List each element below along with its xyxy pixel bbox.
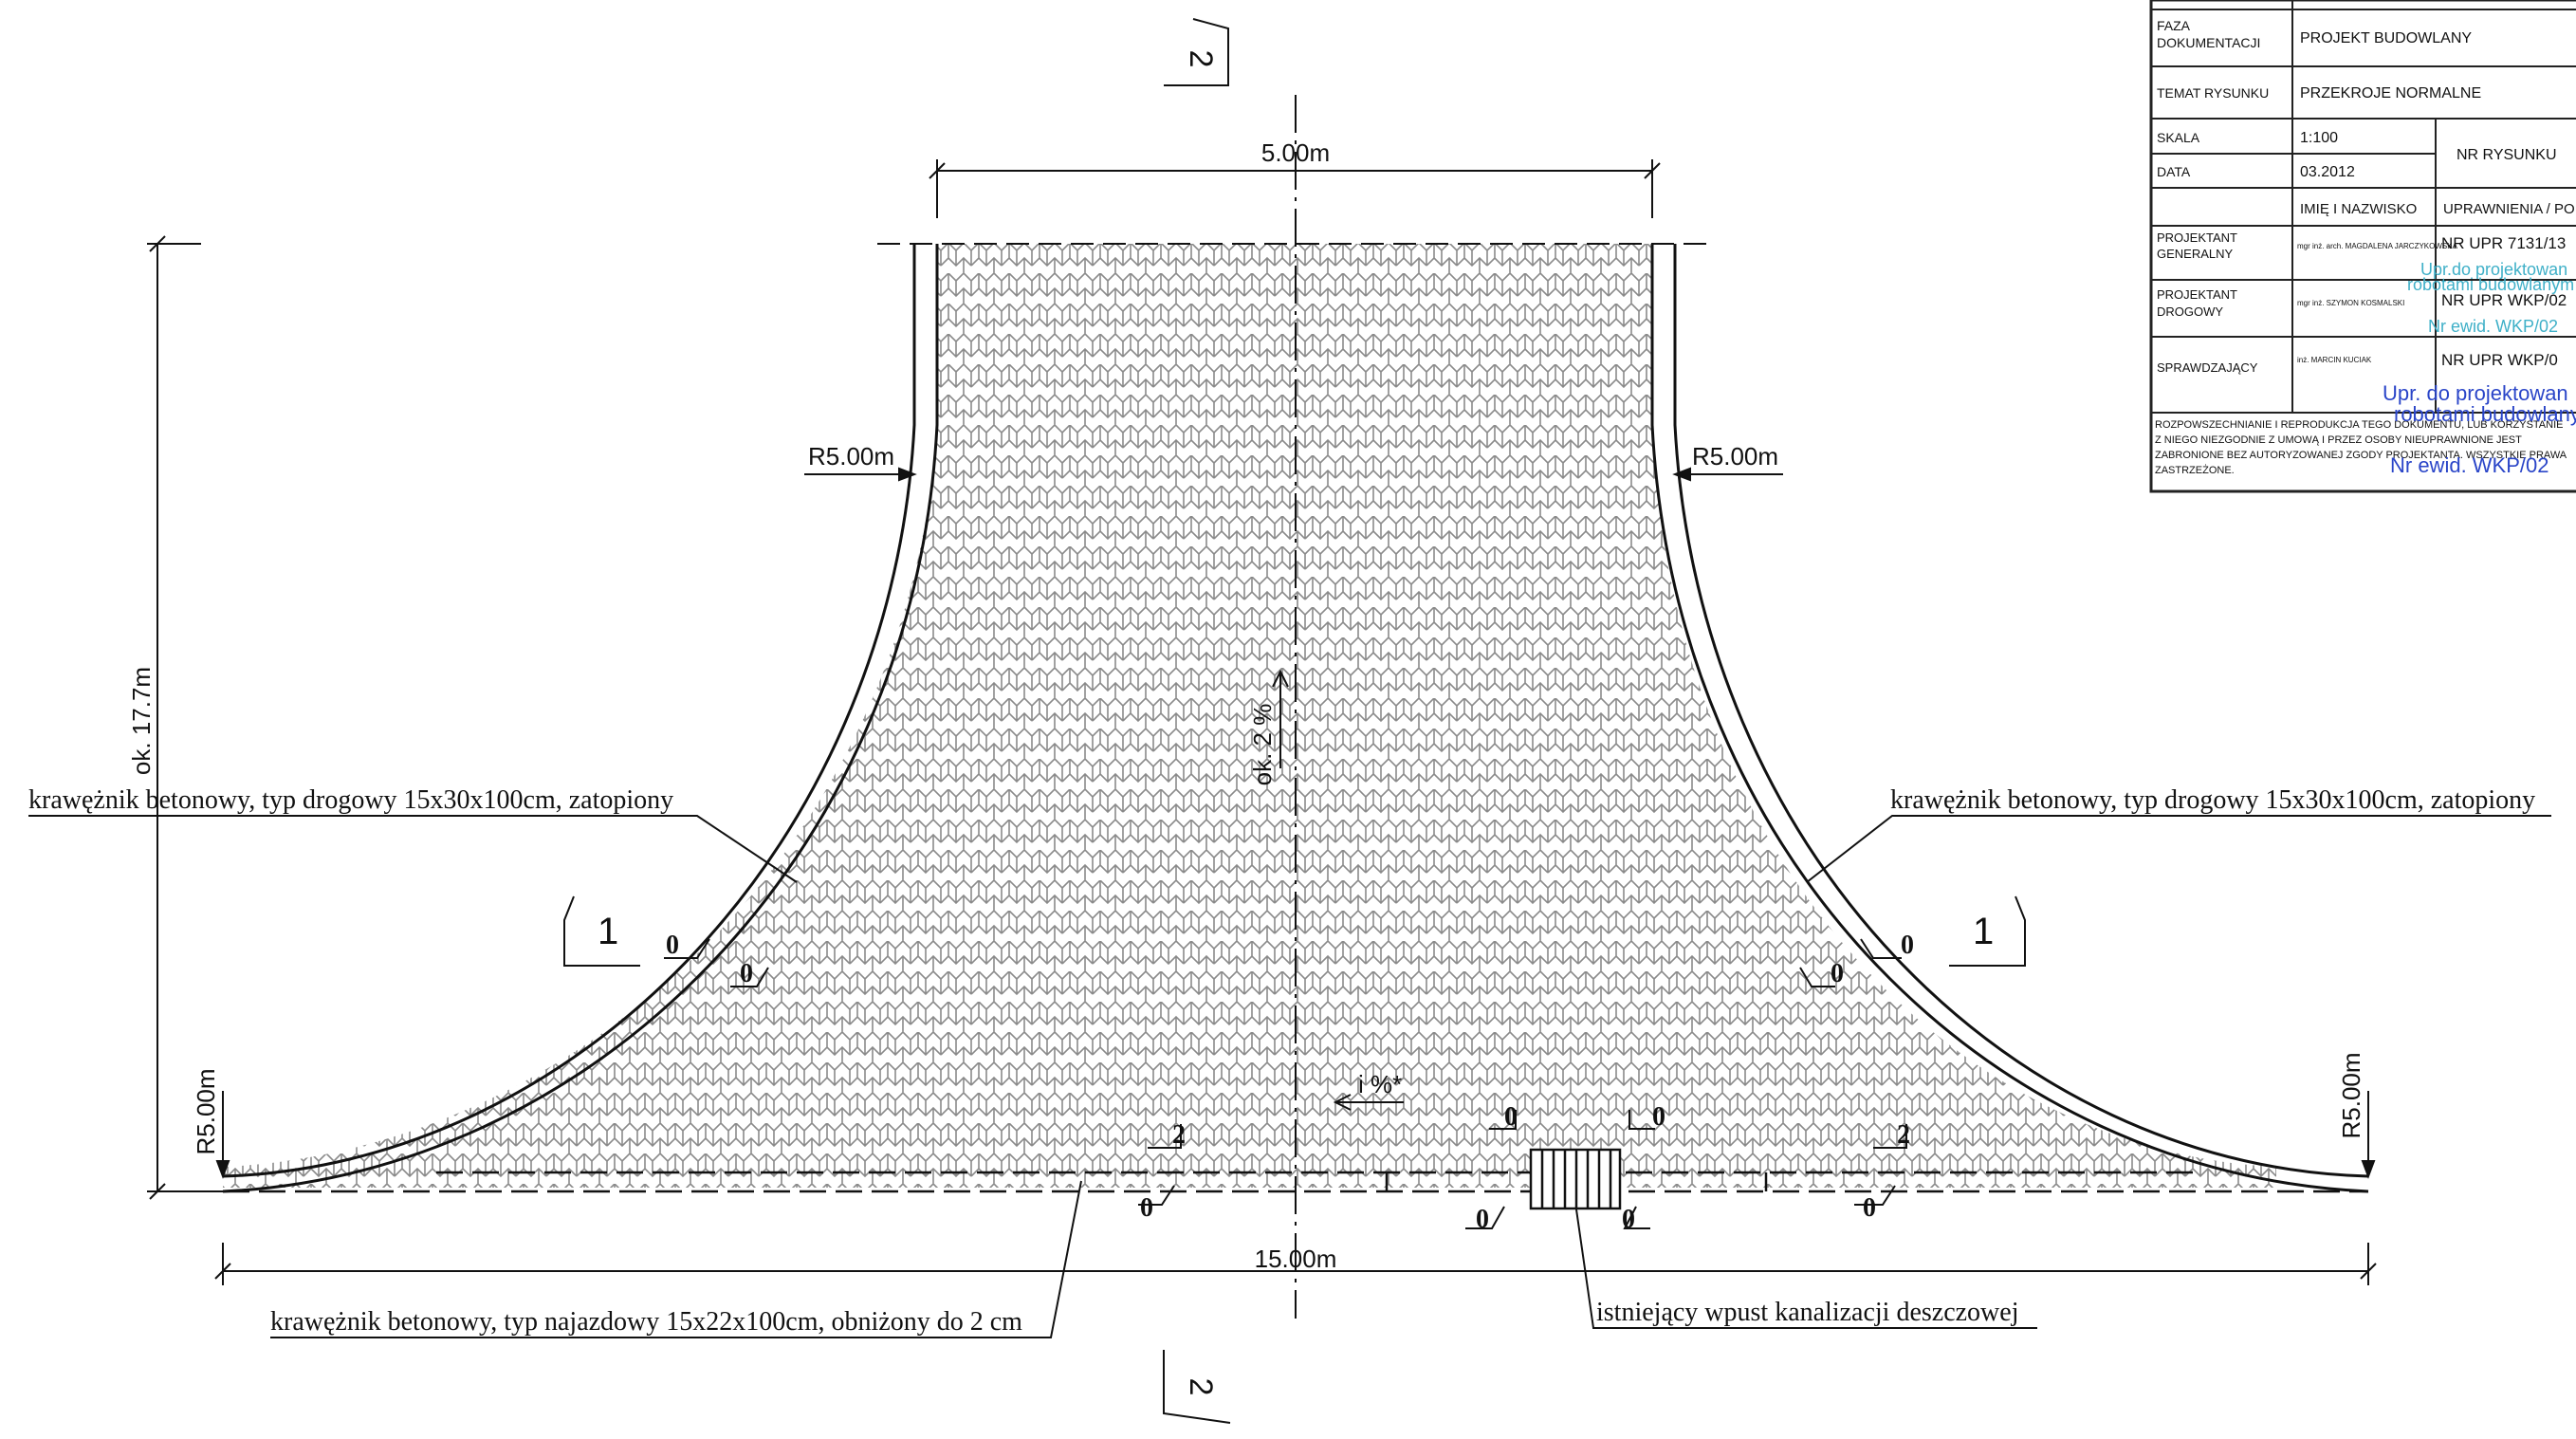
curb-height-inlet-left-top: 0 [1504,1102,1518,1132]
tb-phase-value: PROJEKT BUDOWLANY [2300,30,2472,46]
curb-height-inlet-left-under: 0 [1476,1205,1489,1234]
radius-right-vertical-label: R5.00m [2337,1052,2365,1138]
section-left-marker [563,895,640,967]
tb-phase-label-2: DOKUMENTACJI [2157,35,2260,50]
tb-checker-label: SPRAWDZAJĄCY [2157,360,2258,375]
curb-height-inlet-right-top: 0 [1652,1102,1665,1132]
tb-subject-value: PRZEKROJE NORMALNE [2300,85,2481,101]
inlet-label: istniejący wpust kanalizacji deszczowej [1596,1298,2018,1327]
curb-height-left-a: 0 [666,931,679,960]
title-block: FAZA DOKUMENTACJI PROJEKT BUDOWLANY TEMA… [2149,0,2576,493]
section-right-label: 1 [1973,911,1994,952]
radius-left-marker [804,467,917,482]
stamp-line-1: Upr.do projektowan [2420,260,2567,279]
tb-general-designer-label-1: PROJEKTANT [2157,231,2237,245]
dim-total-length [147,235,223,1200]
radius-left-vertical-label: R5.00m [192,1068,220,1154]
tb-road-designer-name: mgr inż. SZYMON KOSMALSKI [2297,299,2404,307]
tb-drawing-no-label: NR RYSUNKU [2456,147,2557,163]
total-length-label: ok. 17.7m [127,667,156,775]
radius-left-vertical-marker [215,1091,230,1179]
curb-height-bottom-left-top: 2 [1172,1120,1186,1150]
curb-height-markers [664,938,1907,1229]
slope-arrow-i [1333,1094,1404,1111]
tb-name-header: IMIĘ I NAZWISKO [2300,201,2417,217]
radius-right-marker [1672,467,1783,482]
section-bottom-marker [1163,1350,1231,1424]
tb-phase-label: FAZA [2157,18,2191,33]
curb-height-inlet-right-under: 0 [1622,1205,1635,1234]
permit-stamps: Upr.do projektowan robotami budowlanym N… [2383,260,2576,477]
radius-right-label: R5.00m [1692,442,1778,470]
tb-scale-label: SKALA [2157,130,2200,145]
stamp-line-6: Nr ewid. WKP/02 [2390,453,2549,477]
tb-date-label: DATA [2157,164,2191,179]
tb-permit-header: UPRAWNIENIA / PO [2443,201,2575,217]
tb-road-designer-label-2: DROGOWY [2157,304,2223,319]
slope-i-label: i %* [1358,1070,1402,1098]
curb-bottom-label: krawężnik betonowy, typ najazdowy 15x22x… [270,1307,1022,1337]
curb-height-left-b: 0 [740,959,753,988]
tb-subject-label: TEMAT RYSUNKU [2157,85,2269,101]
tb-copyright-wrapper: ROZPOWSZECHNIANIE I REPRODUKCJA TEGO DOK… [2155,419,2567,476]
existing-inlet-grate [1529,1148,1622,1210]
paved-area-hatch [223,244,2276,1188]
tb-date-value: 03.2012 [2300,164,2355,180]
tb-general-designer-name: mgr inż. arch. MAGDALENA JARCZYKOWSKA [2297,242,2458,250]
section-bottom-label: 2 [1183,1378,1219,1396]
curb-left-label: krawężnik betonowy, typ drogowy 15x30x10… [28,785,673,815]
section-top-marker [1164,18,1229,86]
curb-height-right-b: 0 [1831,959,1844,988]
curb-height-right-a: 0 [1901,931,1914,960]
radius-right-vertical-marker [2361,1091,2376,1179]
left-curb [222,244,939,1193]
curb-right-label: krawężnik betonowy, typ drogowy 15x30x10… [1890,785,2535,815]
stamp-line-3: Nr ewid. WKP/02 [2428,317,2558,336]
curb-height-bottom-right-under: 0 [1863,1193,1876,1223]
tb-scale-value: 1:100 [2300,130,2338,146]
tb-checker-name: inż. MARCIN KUCIAK [2297,356,2372,364]
curb-height-bottom-left-under: 0 [1140,1193,1153,1223]
curb-height-bottom-right-top: 2 [1897,1120,1910,1150]
slope-main-label: ok. 2 % [1248,704,1277,786]
tb-checker-permit: NR UPR WKP/0 [2441,351,2558,369]
section-top-label: 2 [1183,50,1219,68]
slope-arrow-main [1272,669,1289,768]
bottom-curb-ticks [1385,1172,1768,1191]
stamp-line-5: robotami budowlanym [2394,402,2576,426]
radius-left-label: R5.00m [808,442,894,470]
stamp-line-2: robotami budowlanym [2407,275,2574,294]
tb-general-designer-label-2: GENERALNY [2157,247,2234,261]
section-left-label: 1 [598,911,618,952]
bottom-width-label: 15.00m [1255,1245,1337,1273]
tb-general-designer-permit: NR UPR 7131/13 [2441,234,2566,252]
tb-road-designer-permit: NR UPR WKP/02 [2441,291,2567,309]
stamp-line-4: Upr. do projektowan [2383,381,2568,405]
dim-bottom-width [214,1243,2377,1285]
section-right-marker [1949,895,2026,967]
bottom-curb-dashed [223,1171,2368,1193]
tb-road-designer-label-1: PROJEKTANT [2157,287,2237,302]
top-width-label: 5.00m [1261,138,1330,167]
dim-top-width [929,159,1661,218]
tb-copyright-notice: ROZPOWSZECHNIANIE I REPRODUKCJA TEGO DOK… [2155,419,2567,476]
right-curb [1650,244,2369,1193]
leader-lines [28,815,2551,1338]
